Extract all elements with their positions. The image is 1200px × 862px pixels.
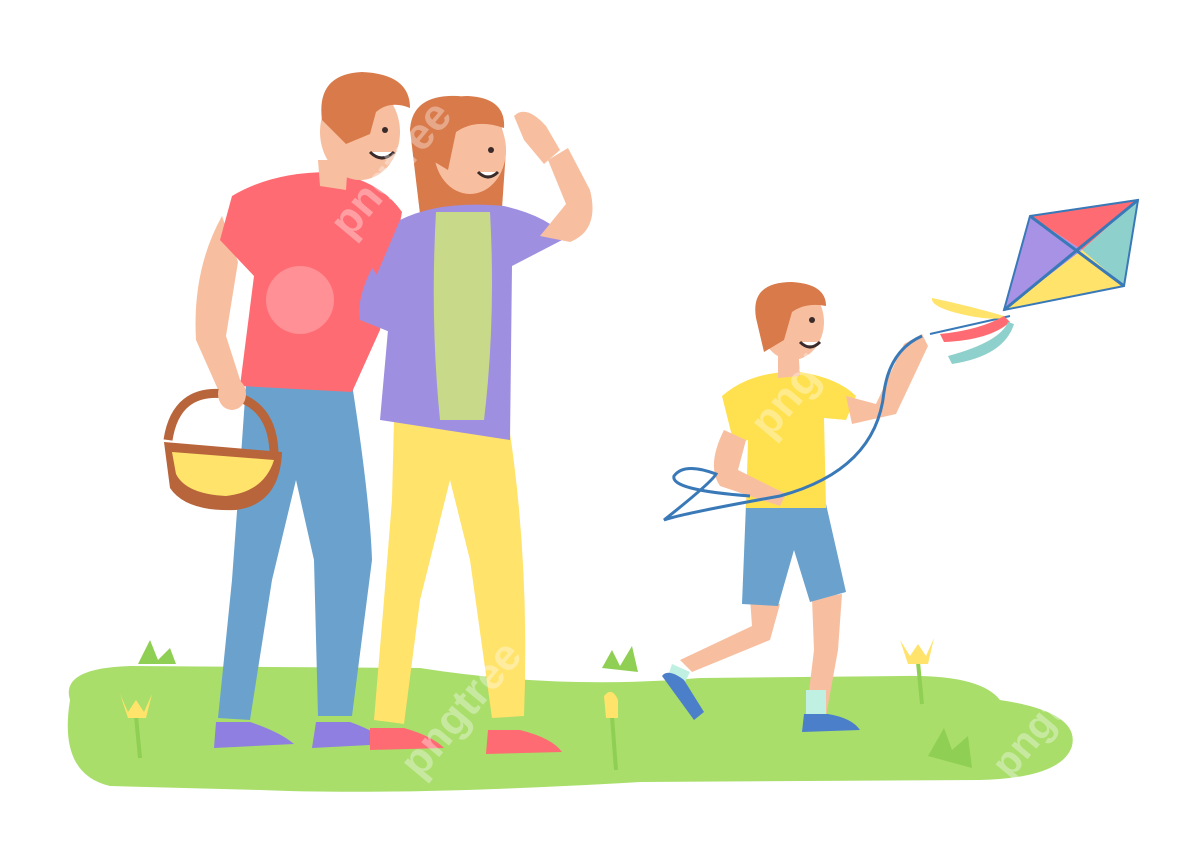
boy-arm-down (713, 430, 786, 506)
boy-shoe-left (662, 672, 704, 720)
grass-tuft-right (928, 728, 972, 768)
boy-figure (662, 282, 928, 732)
boy-shirt (722, 371, 856, 508)
kite-tail-teal (948, 322, 1014, 364)
mother-pants (374, 420, 526, 724)
mother-shoe-right (486, 730, 562, 754)
tulip-right (900, 638, 934, 705)
boy-shoe-right (802, 714, 860, 732)
father-hair (321, 72, 410, 144)
kite-string (663, 334, 923, 522)
tulip-middle (604, 691, 618, 771)
boy-shorts (742, 504, 846, 606)
boy-leg-right (806, 594, 842, 716)
kite-body-teal (1082, 200, 1138, 286)
mother-shoe-left (370, 728, 444, 750)
grass-tuft-left (138, 640, 176, 664)
mother-raised-arm (540, 148, 593, 242)
picnic-basket (163, 388, 282, 511)
kite (663, 198, 1140, 522)
father-arm (195, 216, 244, 394)
mother-hair (426, 96, 505, 170)
boy-leg-left (680, 598, 780, 672)
grass-tuft-middle (602, 646, 638, 672)
kite-tail-yellow (931, 298, 1004, 319)
boy-arm-up (846, 334, 928, 424)
father-figure (163, 72, 410, 748)
mother-figure (359, 95, 593, 754)
father-shirt (220, 172, 402, 392)
mother-arm (359, 268, 410, 336)
kite-tail-red (940, 316, 1010, 342)
father-shoe-left (214, 722, 294, 748)
mother-top (433, 212, 492, 420)
watermark-logo (266, 266, 334, 334)
boy-hair (755, 282, 826, 352)
tulip-left (120, 694, 152, 759)
